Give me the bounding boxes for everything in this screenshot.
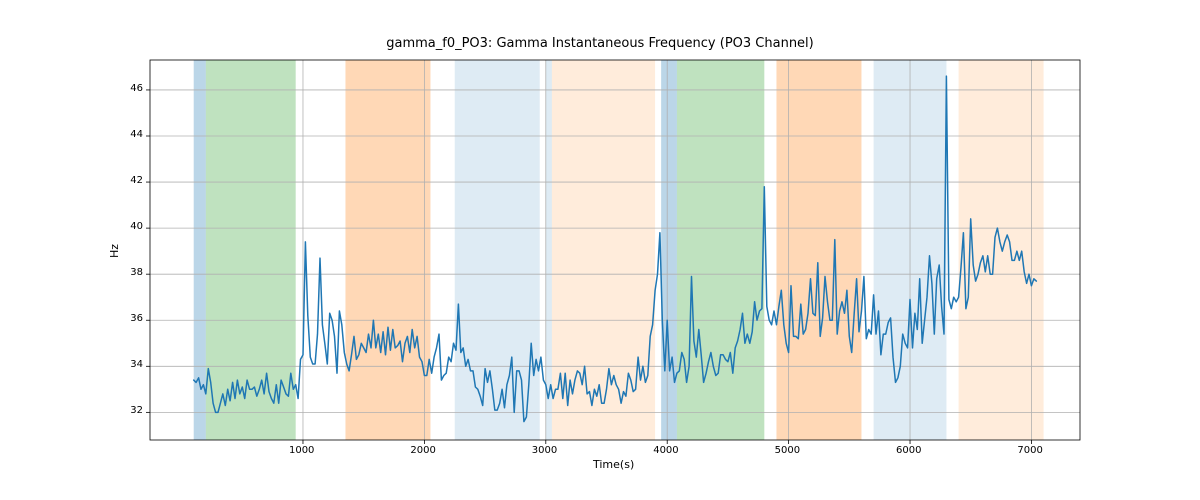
y-tick-label: 38 <box>130 267 143 278</box>
y-tick-label: 32 <box>130 405 143 416</box>
x-tick-label: 4000 <box>653 445 678 456</box>
y-tick-label: 46 <box>130 83 143 94</box>
x-tick-label: 3000 <box>532 445 557 456</box>
y-tick-label: 42 <box>130 175 143 186</box>
y-tick-label: 44 <box>130 129 143 140</box>
x-tick-label: 1000 <box>289 445 314 456</box>
x-tick-label: 5000 <box>775 445 800 456</box>
y-tick-label: 34 <box>130 359 143 370</box>
plot-area <box>0 0 1200 500</box>
chart-container: gamma_f0_PO3: Gamma Instantaneous Freque… <box>0 0 1200 500</box>
x-tick-label: 6000 <box>896 445 921 456</box>
y-tick-label: 40 <box>130 221 143 232</box>
y-tick-label: 36 <box>130 313 143 324</box>
x-tick-label: 2000 <box>410 445 435 456</box>
x-tick-label: 7000 <box>1017 445 1042 456</box>
